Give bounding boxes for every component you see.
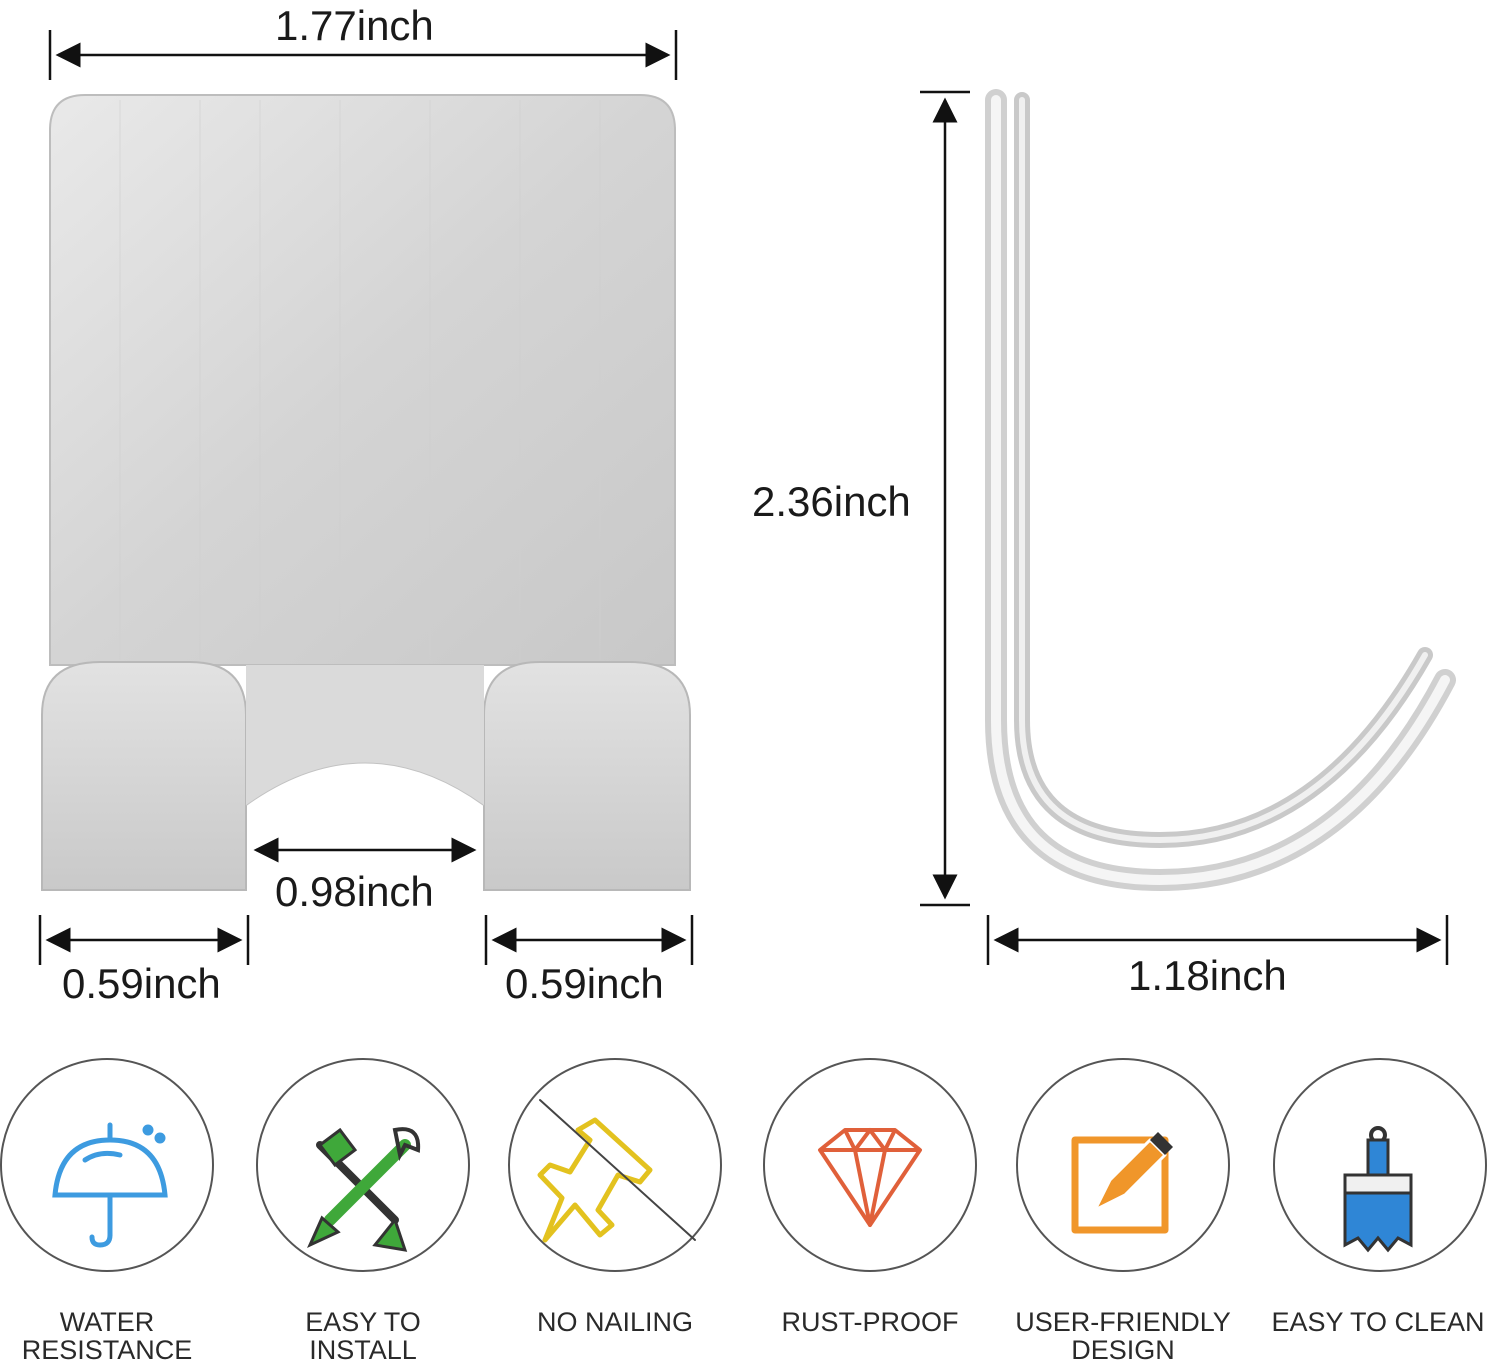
hook-side-view [985, 89, 1456, 892]
hook-front-view [41, 94, 691, 891]
dimension-height-side: 2.36inch [752, 478, 911, 525]
feature-label-user-friendly-design: USER-FRIENDLY DESIGN [1015, 1307, 1231, 1365]
dimension-depth-bottom: 1.18inch [1128, 952, 1287, 999]
feature-circle-3 [508, 1058, 722, 1272]
feature-circles [0, 1058, 1487, 1272]
paintbrush-icon [1343, 1126, 1413, 1253]
feature-label-easy-to-clean: EASY TO CLEAN [1271, 1307, 1485, 1337]
dimension-width-top: 1.77inch [275, 2, 434, 49]
feature-label-no-nailing: NO NAILING [536, 1307, 694, 1337]
dimension-lines [38, 30, 1449, 965]
feature-circle-6 [1273, 1058, 1487, 1272]
feature-label-easy-to-install: EASY TO INSTALL [305, 1307, 421, 1365]
dimension-gap-middle: 0.98inch [275, 868, 434, 915]
no-pushpin-icon [537, 1099, 696, 1243]
diamond-icon [818, 1128, 922, 1227]
dimension-foot-left: 0.59inch [62, 960, 221, 1007]
feature-circle-1 [0, 1058, 214, 1272]
dimension-foot-right: 0.59inch [505, 960, 664, 1007]
edit-icon [1071, 1132, 1173, 1234]
feature-label-rust-proof: RUST-PROOF [781, 1307, 959, 1337]
feature-circle-2 [256, 1058, 470, 1272]
feature-circle-4 [763, 1058, 977, 1272]
feature-circle-5 [1016, 1058, 1230, 1272]
umbrella-icon [52, 1122, 168, 1248]
feature-label-water-resistance: WATER RESISTANCE [21, 1307, 193, 1365]
tools-icon [307, 1127, 421, 1252]
